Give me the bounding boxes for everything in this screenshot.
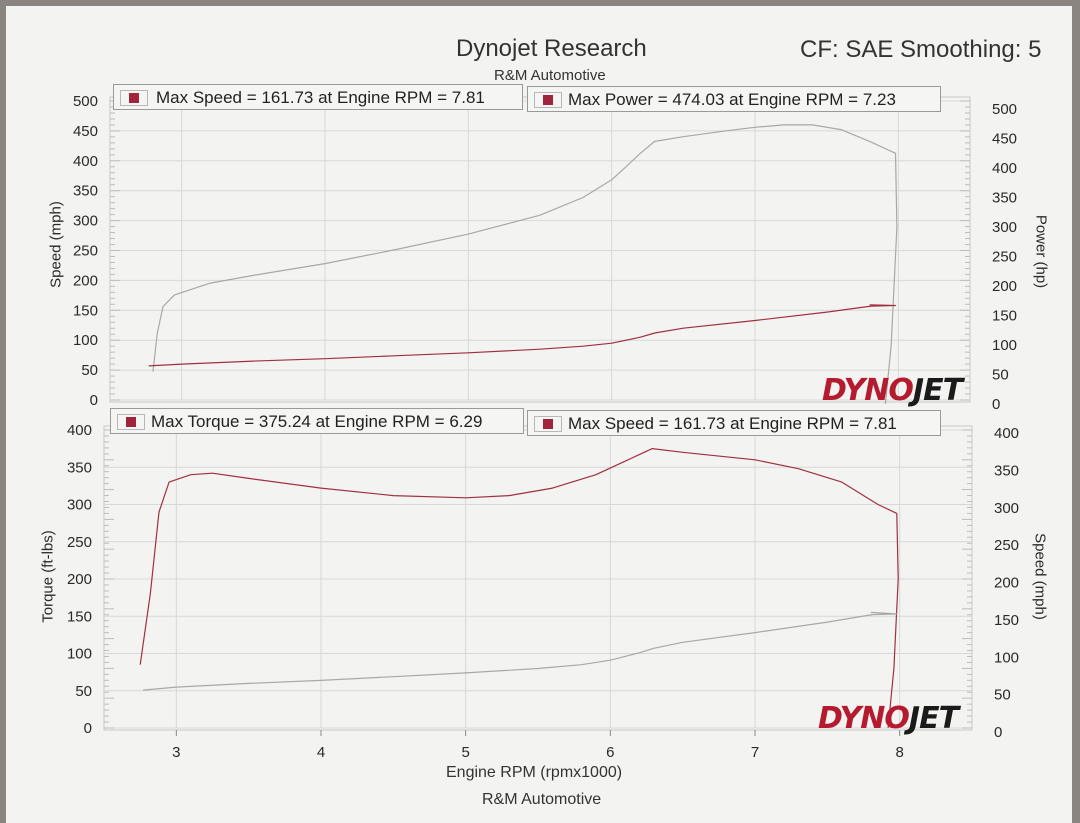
legend-swatch [117, 414, 145, 430]
y-tick-label: 250 [73, 243, 98, 260]
y2-tick-label: 400 [992, 160, 1017, 177]
correction-factor-label: CF: SAE Smoothing: 5 [800, 36, 1042, 63]
page-subtitle: R&M Automotive [494, 67, 606, 84]
legend-swatch [534, 416, 562, 432]
y-tick-label: 350 [67, 459, 92, 476]
y-tick-label: 150 [73, 302, 98, 319]
y-tick-label: 50 [75, 683, 92, 700]
y-tick-label: 450 [73, 123, 98, 140]
dynojet-logo: DYNOJET [822, 373, 963, 408]
y2-tick-label: 450 [992, 131, 1017, 148]
x-axis-label: Engine RPM (rpmx1000) [446, 764, 623, 781]
y2-tick-label: 50 [994, 687, 1011, 704]
y-tick-label: 100 [73, 332, 98, 349]
y2-tick-label: 400 [994, 425, 1019, 442]
y-tick-label: 400 [67, 422, 92, 439]
legend-bottom-speed: Max Speed = 161.73 at Engine RPM = 7.81 [527, 410, 941, 436]
y-tick-label: 50 [81, 362, 98, 379]
y-tick-label: 200 [67, 571, 92, 588]
y2-tick-label: 250 [992, 249, 1017, 266]
legend-top-speed: Max Speed = 161.73 at Engine RPM = 7.81 [113, 84, 523, 110]
page-title: Dynojet Research [456, 35, 647, 62]
legend-top-power: Max Power = 474.03 at Engine RPM = 7.23 [527, 86, 941, 112]
series-line-gray [143, 611, 898, 691]
y-tick-label: 200 [73, 272, 98, 289]
legend-label: Max Power = 474.03 at Engine RPM = 7.23 [568, 90, 896, 109]
y-tick-label: 0 [84, 720, 92, 737]
y-tick-label: 500 [73, 93, 98, 110]
y-axis-label-top-left: Speed (mph) [47, 201, 65, 288]
y-tick-label: 250 [67, 534, 92, 551]
x-tick-label: 6 [606, 744, 614, 761]
y-tick-label: 300 [67, 497, 92, 514]
footer-text: R&M Automotive [482, 791, 602, 808]
legend-bottom-torque: Max Torque = 375.24 at Engine RPM = 6.29 [110, 408, 524, 434]
x-tick-label: 5 [461, 744, 469, 761]
series-line-gray [152, 124, 898, 405]
y2-tick-label: 200 [994, 575, 1019, 592]
legend-swatch [120, 90, 148, 106]
y2-tick-label: 300 [992, 219, 1017, 236]
legend-label: Max Torque = 375.24 at Engine RPM = 6.29 [151, 412, 483, 431]
dynojet-logo: DYNOJET [818, 701, 959, 736]
legend-label: Max Speed = 161.73 at Engine RPM = 7.81 [568, 414, 897, 433]
y2-tick-label: 0 [992, 396, 1000, 413]
logo-part-a: DYNO [818, 701, 910, 736]
logo-part-b: JET [908, 701, 959, 736]
y-axis-label-bottom-left: Torque (ft-lbs) [39, 530, 57, 623]
logo-part-a: DYNO [822, 373, 914, 408]
series-line-red [139, 448, 899, 729]
y-tick-label: 150 [67, 608, 92, 625]
series-line-red [148, 304, 897, 367]
logo-part-b: JET [912, 373, 963, 408]
y-axis-label-top-right: Power (hp) [1032, 214, 1050, 289]
y-tick-label: 300 [73, 213, 98, 230]
y-tick-label: 400 [73, 153, 98, 170]
y2-tick-label: 300 [994, 500, 1019, 517]
y2-tick-label: 500 [992, 101, 1017, 118]
x-tick-label: 4 [317, 744, 325, 761]
y-axis-label-bottom-right: Speed (mph) [1031, 533, 1049, 620]
y2-tick-label: 250 [994, 537, 1019, 554]
y2-tick-label: 350 [994, 462, 1019, 479]
y2-tick-label: 0 [994, 724, 1002, 741]
y2-tick-label: 150 [994, 612, 1019, 629]
y2-tick-label: 100 [994, 649, 1019, 666]
legend-swatch [534, 92, 562, 108]
x-tick-label: 3 [172, 744, 180, 761]
y2-tick-label: 150 [992, 308, 1017, 325]
y-tick-label: 0 [90, 392, 98, 409]
y2-tick-label: 100 [992, 337, 1017, 354]
plot-frame [109, 96, 971, 403]
y2-tick-label: 350 [992, 190, 1017, 207]
x-tick-label: 8 [895, 744, 903, 761]
y-tick-label: 100 [67, 646, 92, 663]
y2-tick-label: 200 [992, 278, 1017, 295]
y-tick-label: 350 [73, 183, 98, 200]
legend-label: Max Speed = 161.73 at Engine RPM = 7.81 [156, 88, 485, 107]
y2-tick-label: 50 [992, 367, 1009, 384]
x-tick-label: 7 [751, 744, 759, 761]
